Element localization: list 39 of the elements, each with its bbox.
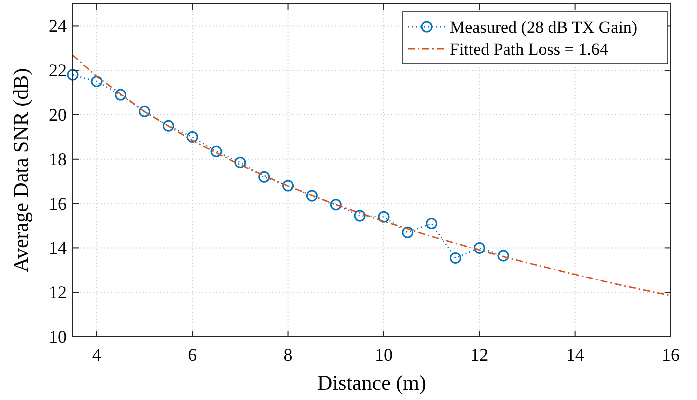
point (234, 156, 246, 168)
point (330, 199, 342, 211)
y-tick-label: 16 (49, 194, 67, 214)
y-tick-label: 18 (49, 149, 67, 170)
point (186, 131, 198, 143)
x-axis-title: Distance (m) (317, 371, 427, 395)
y-tick-label: 10 (49, 327, 67, 347)
y-axis-title: Average Data SNR (dB) (9, 68, 33, 273)
point (258, 171, 270, 183)
y-tick-label: 20 (49, 105, 67, 125)
point (115, 89, 127, 101)
x-tick-label: 10 (374, 345, 393, 365)
x-tick-label: 4 (92, 345, 102, 365)
point (450, 252, 462, 264)
point (210, 146, 222, 158)
point (91, 76, 103, 88)
y-tick-label: 12 (49, 282, 67, 303)
point (282, 180, 294, 192)
x-tick-label: 12 (470, 345, 489, 365)
x-tick-label: 8 (284, 345, 293, 365)
legend-label: Fitted Path Loss = 1.64 (450, 40, 609, 59)
point (354, 210, 366, 222)
x-tick-label: 14 (566, 345, 584, 365)
point (498, 250, 510, 262)
point (402, 226, 414, 238)
x-tick-label: 6 (188, 345, 198, 365)
point (474, 242, 486, 254)
y-tick-label: 14 (49, 238, 67, 258)
y-tick-label: 22 (49, 60, 67, 81)
legend-label: Measured (28 dB TX Gain) (450, 18, 638, 37)
x-tick-label: 16 (662, 345, 680, 365)
line-series (72, 54, 672, 297)
point (162, 120, 174, 132)
point (378, 211, 390, 223)
point (306, 190, 318, 202)
point (426, 218, 438, 230)
point (139, 106, 151, 118)
point (67, 69, 79, 81)
y-tick-label: 24 (49, 16, 67, 36)
